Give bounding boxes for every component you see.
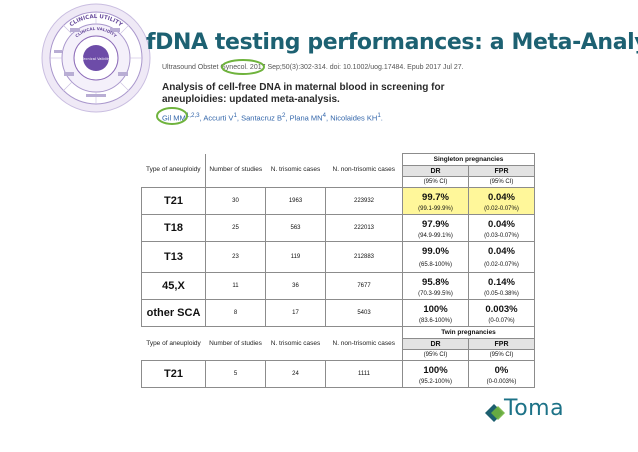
twin-dr-ci-header: (95% CI)	[402, 349, 469, 361]
twin-row-trisomic: 24	[265, 360, 326, 388]
citation-article-title: Analysis of cell-free DNA in maternal bl…	[162, 82, 445, 105]
row-dr-ci: (83.6-100%)	[402, 315, 469, 327]
twin-fpr-header: FPR	[468, 338, 535, 350]
row-dr-ci: (99.1-99.9%)	[402, 203, 469, 215]
row-studies: 8	[205, 299, 266, 327]
author-5-name[interactable]: Nicolaides KH	[330, 113, 378, 123]
author-sep: .	[380, 113, 383, 123]
col-header-type: Type of aneuploidy	[141, 153, 206, 188]
row-fpr-ci: (0.02-0.07%)	[468, 257, 535, 273]
citation-journal-line: Ultrasound Obstet Gynecol. 2017 Sep;50(3…	[162, 64, 464, 71]
row-type-t21: T21	[141, 187, 206, 215]
row-studies: 25	[205, 214, 266, 242]
author-2-sup: 1	[233, 112, 237, 119]
row-studies: 23	[205, 241, 266, 273]
row-type-t13: T13	[141, 241, 206, 273]
row-fpr: 0.04%	[468, 241, 535, 257]
twin-row-type-t21: T21	[141, 360, 206, 388]
twin-fpr-ci-header: (95% CI)	[468, 349, 535, 361]
singleton-dr-ci-header: (95% CI)	[402, 176, 469, 188]
twin-row-non-trisomic: 1111	[325, 360, 403, 388]
col-header-non-trisomic: N. non-trisomic cases	[325, 153, 403, 188]
row-fpr-ci: (0.02-0.07%)	[468, 203, 535, 215]
row-non-trisomic: 222013	[325, 214, 403, 242]
row-fpr: 0.04%	[468, 187, 535, 203]
row-non-trisomic: 212883	[325, 241, 403, 273]
twin-row-fpr-ci: (0-0.003%)	[468, 376, 535, 388]
twin-row-fpr: 0%	[468, 360, 535, 376]
brand-name: Toma	[504, 396, 565, 421]
row-non-trisomic: 5403	[325, 299, 403, 327]
toma-logo-icon	[485, 404, 505, 422]
wheel-center-label: Tecnical Validity	[81, 57, 111, 61]
row-trisomic: 563	[265, 214, 326, 242]
col-header-studies: Number of studies	[209, 166, 263, 174]
twin-col-header-trisomic: N. trisomic cases	[265, 326, 326, 361]
row-trisomic: 17	[265, 299, 326, 327]
row-type-t18: T18	[141, 214, 206, 242]
author-sep: ,	[326, 113, 331, 123]
twin-row-dr-ci: (95.2-100%)	[402, 376, 469, 388]
citation-authors: Gil MM1,2,3, Accurti V1, Santacruz B2, P…	[162, 112, 383, 123]
author-4-sup: 4	[322, 112, 327, 119]
author-3-sup: 2	[281, 112, 286, 119]
author-sep: ,	[236, 113, 242, 123]
singleton-fpr-header: FPR	[468, 165, 535, 177]
singleton-fpr-ci-header: (95% CI)	[468, 176, 535, 188]
row-fpr: 0.14%	[468, 272, 535, 288]
row-studies: 30	[205, 187, 266, 215]
row-dr-ci: (70.3-99.5%)	[402, 288, 469, 300]
author-3-name[interactable]: Santacruz B	[241, 113, 282, 123]
row-dr: 97.9%	[402, 214, 469, 230]
row-type-other-sca: other SCA	[141, 299, 206, 327]
row-fpr: 0.003%	[468, 299, 535, 315]
author-sep: ,	[285, 113, 290, 123]
twin-row-dr: 100%	[402, 360, 469, 376]
twin-col-header-studies: Number of studies	[205, 326, 266, 361]
author-4-name[interactable]: Plana MN	[289, 113, 323, 123]
row-trisomic: 119	[265, 241, 326, 273]
slide-title: fDNA testing performances: a Meta-Analys…	[146, 30, 638, 55]
author-5-sup: 1	[377, 112, 381, 119]
row-non-trisomic: 223932	[325, 187, 403, 215]
row-type-45x: 45,X	[141, 272, 206, 300]
row-dr-ci: (94.9-99.1%)	[402, 230, 469, 242]
row-fpr-ci: (0.03-0.07%)	[468, 230, 535, 242]
row-fpr: 0.04%	[468, 214, 535, 230]
twin-row-studies: 5	[205, 360, 266, 388]
row-dr-ci: (65.8-100%)	[402, 257, 469, 273]
row-dr: 99.0%	[402, 241, 469, 257]
row-fpr-ci: (0.05-0.38%)	[468, 288, 535, 300]
author-1-name[interactable]: Gil MM	[162, 113, 186, 123]
twin-col-header-non-trisomic: N. non-trisomic cases	[325, 326, 403, 361]
row-dr: 99.7%	[402, 187, 469, 203]
row-dr: 95.8%	[402, 272, 469, 288]
twin-col-header-type: Type of aneuploidy	[141, 326, 206, 361]
author-2-name[interactable]: Accurti V	[203, 113, 234, 123]
row-studies: 11	[205, 272, 266, 300]
row-fpr-ci: (0-0.07%)	[468, 315, 535, 327]
row-non-trisomic: 7677	[325, 272, 403, 300]
row-trisomic: 36	[265, 272, 326, 300]
twin-dr-header: DR	[402, 338, 469, 350]
clinical-utility-wheel-image: CLINICAL UTILITY CLINICAL VALIDITY Tecni…	[41, 3, 151, 113]
row-trisomic: 1963	[265, 187, 326, 215]
twin-group-header: Twin pregnancies	[402, 326, 535, 339]
meta-analysis-table: Type of aneuploidy Number of studies N. …	[141, 153, 535, 388]
singleton-dr-header: DR	[402, 165, 469, 177]
col-header-trisomic: N. trisomic cases	[270, 166, 321, 174]
row-dr: 100%	[402, 299, 469, 315]
singleton-group-header: Singleton pregnancies	[402, 153, 535, 166]
author-1-sup: 1,2,3	[185, 112, 200, 119]
author-sep: ,	[199, 113, 204, 123]
